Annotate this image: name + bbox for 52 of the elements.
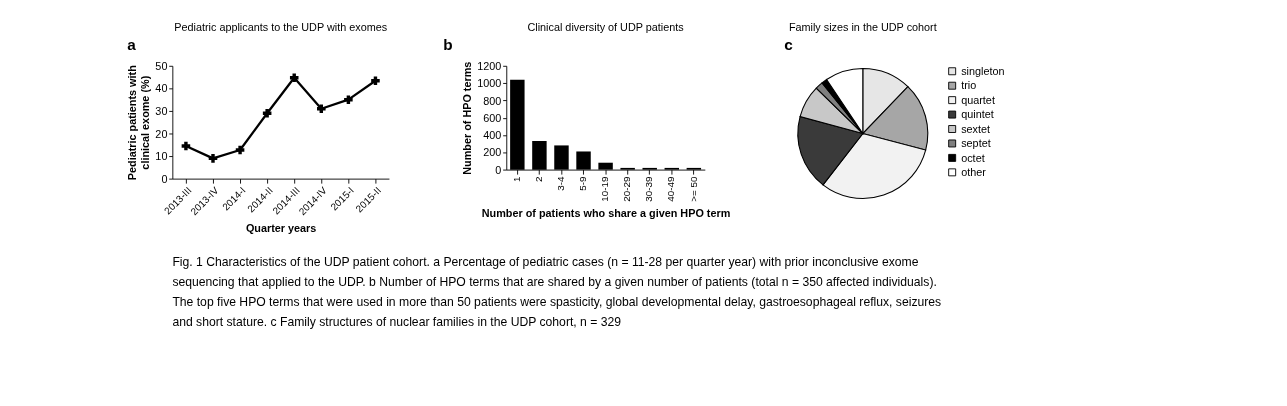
- y-tick-label: 1200: [477, 59, 502, 72]
- point: [262, 108, 272, 118]
- chart-title: Family sizes in the UDP cohort: [788, 20, 937, 33]
- legend-label: quartet: [961, 93, 995, 106]
- x-tick-label: >= 50: [687, 175, 699, 202]
- y-axis-title: Number of HPO terms: [460, 61, 473, 175]
- chart-title: Pediatric applicants to the UDP with exomes: [174, 20, 388, 33]
- x-axis-title: Quarter years: [245, 222, 317, 235]
- point: [317, 104, 326, 113]
- point: [208, 154, 218, 163]
- x-tick-label: 20-29: [621, 175, 633, 202]
- y-tick-label: 400: [483, 129, 502, 142]
- text: sequencing that applied to the UDP. b Number of HPO terms that are shared by a given number of patients (total n = 350 affected individuals).: [172, 274, 937, 289]
- y-tick-label: 600: [483, 111, 502, 124]
- y-tick-label: 50: [155, 59, 168, 72]
- point: [344, 95, 353, 104]
- text: The top five HPO terms that were used in more than 50 patients were spasticity, global developmental delay, gastroesophageal reflux, seizures: [172, 295, 942, 310]
- legend-label: trio: [961, 79, 977, 92]
- x-tick-label: 5-9: [577, 175, 589, 191]
- y-axis-title: Pediatric patients with clinical exome (%): [126, 65, 152, 181]
- y-tick-label: 800: [483, 94, 502, 107]
- y-tick-label: 1000: [477, 77, 502, 90]
- x-tick-label: 2: [533, 175, 545, 182]
- legend-label: quintet: [961, 108, 994, 121]
- point: [181, 141, 191, 151]
- y-tick-label: 200: [483, 146, 502, 159]
- legend-label: octet: [961, 151, 985, 164]
- point: [289, 73, 299, 83]
- x-tick-label: 3-4: [555, 175, 567, 191]
- legend-label: other: [961, 165, 987, 178]
- text: c: [784, 35, 794, 53]
- x-axis-title: Number of patients who share a given HPO term: [481, 207, 731, 220]
- legend-label: sextet: [961, 122, 991, 135]
- x-tick-label: 40-49: [665, 175, 677, 202]
- legend-label: singleton: [961, 64, 1005, 77]
- text: and short stature. c Family structures of nuclear families in the UDP cohort, n = 329: [172, 315, 622, 330]
- x-tick-label: 1: [511, 175, 523, 182]
- y-tick-label: 40: [155, 82, 168, 95]
- point: [371, 76, 380, 86]
- text: a: [127, 35, 137, 53]
- y-tick-label: 0: [495, 163, 502, 176]
- point: [235, 145, 245, 155]
- y-tick-label: 0: [161, 172, 168, 185]
- y-tick-label: 30: [155, 105, 168, 118]
- y-tick-label: 10: [155, 150, 168, 163]
- chart-title: Clinical diversity of UDP patients: [527, 20, 685, 33]
- caption: Fig. 1 Characteristics of the UDP patient cohort. a Percentage of pediatric cases (n = 11-28 per quarter year) with prior inconclusive exome: [172, 254, 919, 269]
- text: b: [443, 35, 453, 53]
- x-tick-label: 10-19: [599, 175, 611, 202]
- y-tick-label: 20: [155, 127, 168, 140]
- legend-label: septet: [961, 137, 991, 150]
- x-tick-label: 30-39: [643, 175, 655, 202]
